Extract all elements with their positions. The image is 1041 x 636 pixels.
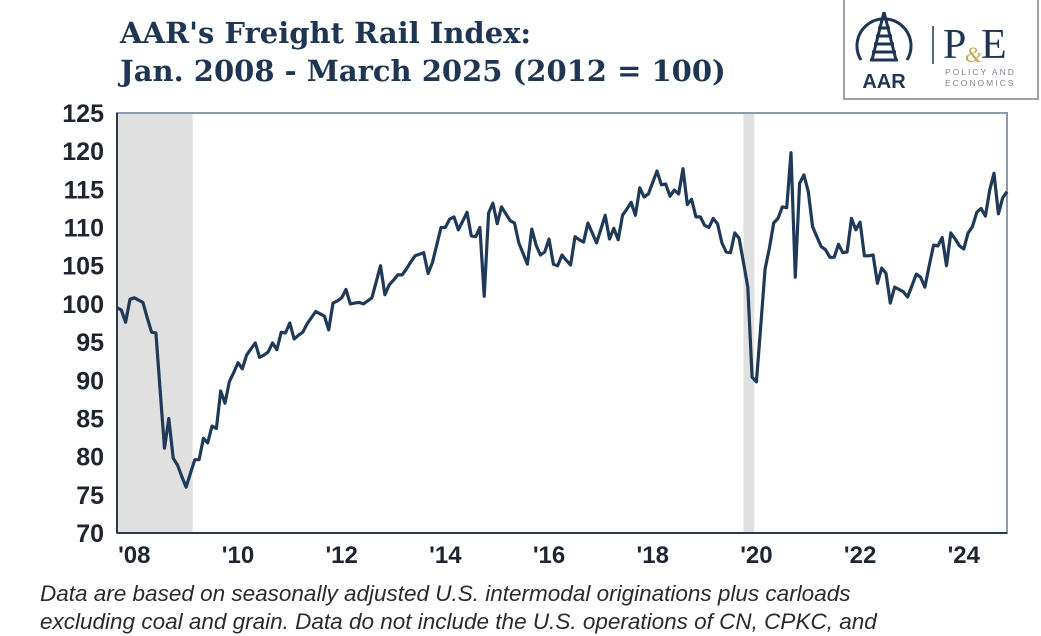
y-tick-label: 115 <box>64 176 104 204</box>
chart-title: AAR's Freight Rail Index: Jan. 2008 - Ma… <box>120 14 726 90</box>
series-line <box>116 151 1009 489</box>
y-tick-label: 95 <box>76 329 104 357</box>
y-tick-label: 120 <box>62 138 104 166</box>
footnote-line-2: excluding coal and grain. Data do not in… <box>40 609 877 634</box>
svg-text:AAR: AAR <box>862 71 906 93</box>
y-tick-label: 70 <box>76 520 104 548</box>
footnote-line-1: Data are based on seasonally adjusted U.… <box>40 581 851 606</box>
y-tick-label: 125 <box>62 100 104 128</box>
footnote: Data are based on seasonally adjusted U.… <box>40 580 1040 636</box>
plot-frame <box>116 112 1008 534</box>
x-tick-label: '18 <box>637 542 669 569</box>
y-tick-label: 90 <box>76 367 104 395</box>
y-tick-label: 85 <box>76 405 104 433</box>
x-tick-label: '20 <box>740 542 772 569</box>
x-tick-label: '24 <box>948 542 981 569</box>
recession-shading-0 <box>117 113 193 533</box>
aar-track-icon: AAR <box>855 11 913 93</box>
svg-text:&: & <box>965 42 983 67</box>
title-line-2: Jan. 2008 - March 2025 (2012 = 100) <box>120 54 726 88</box>
x-tick-label: '22 <box>844 542 876 569</box>
title-line-1: AAR's Freight Rail Index: <box>120 16 532 50</box>
svg-text:POLICY AND: POLICY AND <box>945 67 1016 77</box>
x-tick-label: '16 <box>533 542 565 569</box>
x-tick-label: '12 <box>325 542 357 569</box>
y-tick-label: 80 <box>76 444 104 472</box>
y-tick-label: 110 <box>64 215 104 243</box>
aar-pe-logo: AAR P & E POLICY AND ECONOMICS <box>843 0 1039 100</box>
svg-text:P: P <box>943 22 966 68</box>
svg-text:E: E <box>981 22 1007 68</box>
y-tick-label: 105 <box>62 253 104 281</box>
pe-logo-mark: P & E POLICY AND ECONOMICS <box>943 22 1016 88</box>
x-tick-label: '08 <box>118 542 150 569</box>
x-tick-label: '10 <box>222 542 254 569</box>
x-tick-label: '14 <box>429 542 462 569</box>
y-tick-label: 75 <box>76 482 104 510</box>
svg-text:ECONOMICS: ECONOMICS <box>945 78 1015 88</box>
y-tick-label: 100 <box>62 291 104 319</box>
